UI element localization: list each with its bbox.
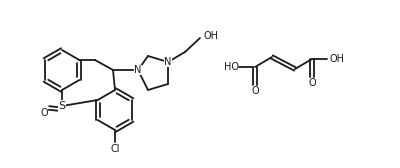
Text: OH: OH bbox=[203, 31, 218, 41]
Text: O: O bbox=[308, 78, 316, 88]
Text: S: S bbox=[58, 101, 66, 111]
Text: Cl: Cl bbox=[110, 144, 120, 154]
Text: N: N bbox=[134, 65, 142, 75]
Text: N: N bbox=[164, 57, 172, 67]
Text: O: O bbox=[40, 108, 48, 118]
Text: OH: OH bbox=[329, 54, 344, 64]
Text: HO: HO bbox=[224, 62, 239, 72]
Text: O: O bbox=[251, 86, 259, 96]
